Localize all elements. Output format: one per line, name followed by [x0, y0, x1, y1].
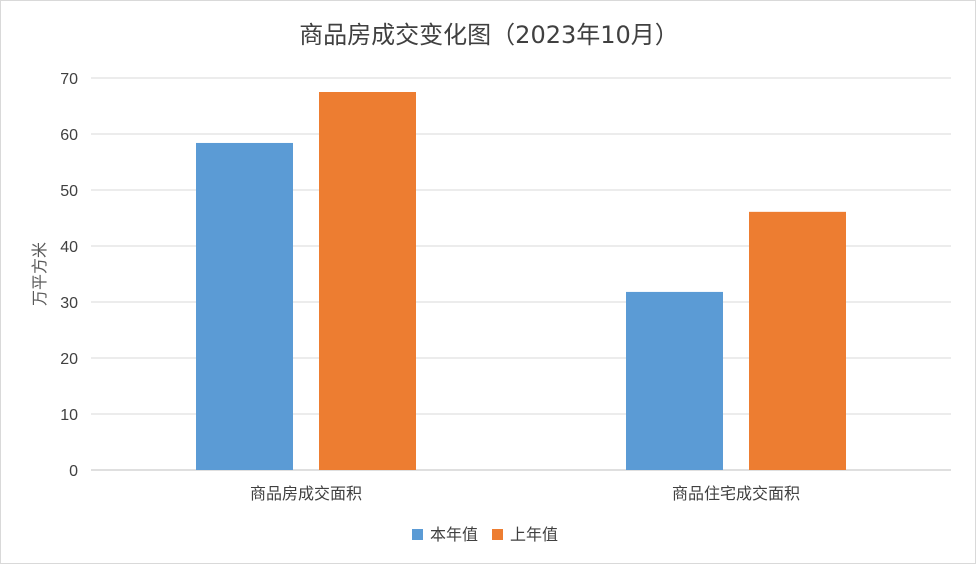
- y-tick-label: 60: [60, 127, 78, 144]
- bar-previous-year: [319, 92, 416, 470]
- legend: 本年值 上年值: [412, 525, 558, 544]
- y-axis-label: 万平方米: [30, 242, 49, 306]
- x-category-label: 商品住宅成交面积: [672, 484, 800, 503]
- y-tick-label: 70: [60, 71, 78, 88]
- y-tick-label: 20: [60, 351, 78, 368]
- y-tick-label: 0: [69, 463, 78, 480]
- legend-swatch: [412, 529, 423, 540]
- bar-current-year: [196, 142, 293, 470]
- x-category-label: 商品房成交面积: [250, 484, 362, 503]
- legend-label: 上年值: [510, 525, 558, 544]
- y-tick-label: 50: [60, 183, 78, 200]
- chart-title: 商品房成交变化图（2023年10月）: [299, 21, 679, 49]
- y-tick-label: 10: [60, 407, 78, 424]
- bar-previous-year: [749, 211, 846, 470]
- legend-swatch: [492, 529, 503, 540]
- y-tick-label: 30: [60, 295, 78, 312]
- y-tick-label: 40: [60, 239, 78, 256]
- bar-current-year: [626, 291, 723, 470]
- x-axis-categories: 商品房成交面积 商品住宅成交面积: [250, 484, 800, 503]
- y-axis-ticks: 0 10 20 30 40 50 60 70: [60, 71, 78, 480]
- bars: [196, 92, 846, 470]
- legend-label: 本年值: [430, 525, 478, 544]
